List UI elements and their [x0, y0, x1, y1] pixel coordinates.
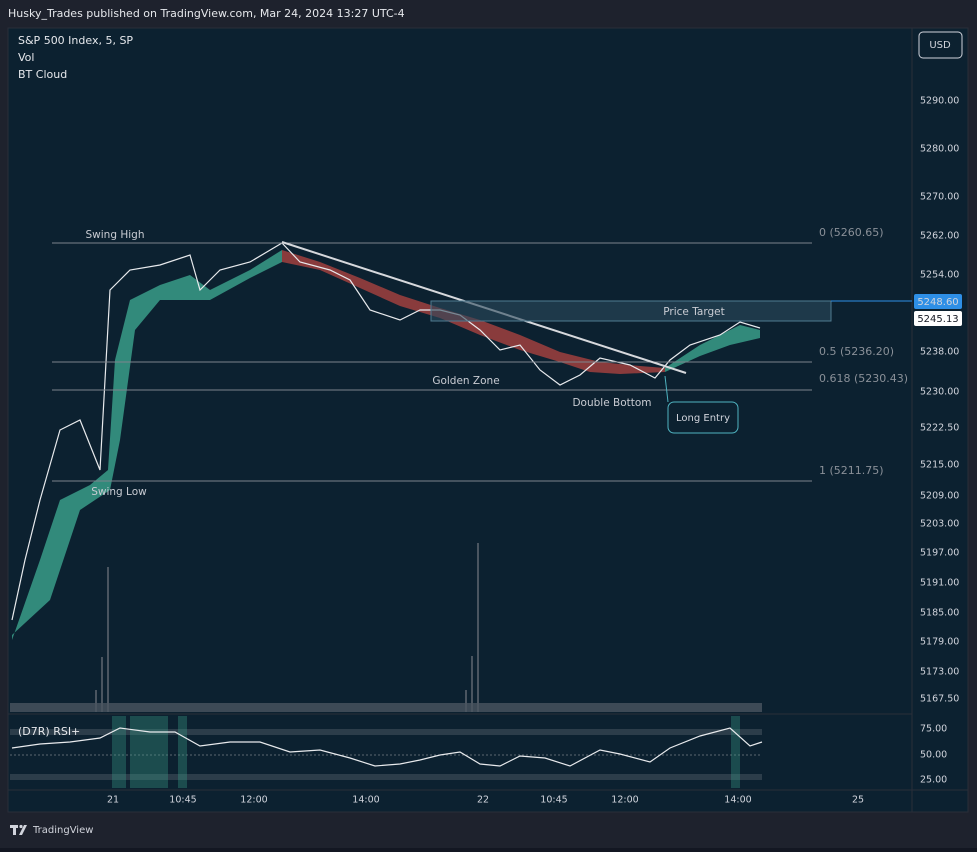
x-tick-label: 12:00	[240, 795, 267, 806]
currency-label[interactable]: USD	[929, 40, 951, 51]
y-tick-label: 5270.00	[920, 192, 959, 203]
target-box	[430, 300, 832, 322]
rsi-tick-label: 50.00	[920, 750, 947, 761]
x-tick-label: 10:45	[540, 795, 567, 806]
legend-symbol: S&P 500 Index, 5, SP	[18, 34, 133, 47]
publisher-line: Husky_Trades published on TradingView.co…	[8, 7, 405, 20]
annotation: Price Target	[663, 306, 724, 318]
annotation: Swing Low	[91, 486, 147, 498]
rsi-title: (D7R) RSI+	[18, 725, 80, 738]
legend-vol: Vol	[18, 51, 34, 64]
volume-bars	[10, 543, 762, 712]
callout-box	[667, 401, 739, 434]
fib-label: 0.618 (5230.43)	[819, 372, 908, 385]
y-tick-label: 5290.00	[920, 96, 959, 107]
x-tick-label: 25	[852, 795, 864, 806]
y-tick-label: 5230.00	[920, 387, 959, 398]
y-tick-label: 5197.00	[920, 548, 959, 559]
y-tick-label: 5191.00	[920, 578, 959, 589]
fib-label: 1 (5211.75)	[819, 464, 884, 477]
brand-name: TradingView	[32, 825, 93, 836]
brand-logo	[10, 824, 27, 835]
last-price-badge	[914, 294, 962, 309]
x-tick-label: 14:00	[724, 795, 751, 806]
x-tick-label: 10:45	[169, 795, 196, 806]
annotation: Swing High	[86, 229, 145, 241]
cloud-bullish-2	[665, 325, 760, 372]
legend-indicator: BT Cloud	[18, 68, 67, 81]
fib-lines	[52, 242, 812, 482]
last-price-label: 5248.60	[917, 297, 958, 308]
rsi-upper-band	[10, 729, 762, 735]
currency-button[interactable]	[918, 31, 963, 59]
rsi-highlights	[112, 716, 740, 788]
x-tick-label: 21	[107, 795, 119, 806]
fib-label: 0 (5260.65)	[819, 226, 884, 239]
annotation: Golden Zone	[432, 375, 499, 387]
cloud-bearish	[282, 250, 665, 374]
rsi-line	[11, 727, 763, 767]
rsi-tick-label: 25.00	[920, 775, 947, 786]
rsi-tick-label: 75.00	[920, 724, 947, 735]
y-tick-label: 5203.00	[920, 519, 959, 530]
y-tick-label: 5179.00	[920, 637, 959, 648]
close-label: 5245.13	[917, 314, 958, 325]
annotation: Double Bottom	[572, 397, 651, 409]
chart-area	[7, 27, 969, 813]
y-tick-label: 5167.50	[920, 694, 959, 705]
y-tick-label: 5209.00	[920, 491, 959, 502]
cloud-bullish	[12, 250, 282, 640]
x-tick-label: 14:00	[352, 795, 379, 806]
y-tick-label: 5185.00	[920, 608, 959, 619]
y-tick-label: 5173.00	[920, 667, 959, 678]
callout-pointer	[664, 375, 669, 403]
price-line	[11, 242, 761, 621]
fib-label: 0.5 (5236.20)	[819, 345, 894, 358]
rsi-lower-band	[10, 774, 762, 780]
annotation: Long Entry	[676, 413, 730, 424]
y-tick-label: 5280.00	[920, 144, 959, 155]
x-tick-label: 12:00	[611, 795, 638, 806]
x-tick-label: 22	[477, 795, 489, 806]
y-tick-label: 5254.00	[920, 270, 959, 281]
y-tick-label: 5215.00	[920, 460, 959, 471]
y-tick-label: 5238.00	[920, 347, 959, 358]
price-axis: 5290.00 5280.00 5270.00 5262.00 5254.00 …	[920, 96, 959, 705]
y-tick-label: 5222.50	[920, 423, 959, 434]
y-tick-label: 5262.00	[920, 231, 959, 242]
close-badge	[914, 311, 962, 326]
